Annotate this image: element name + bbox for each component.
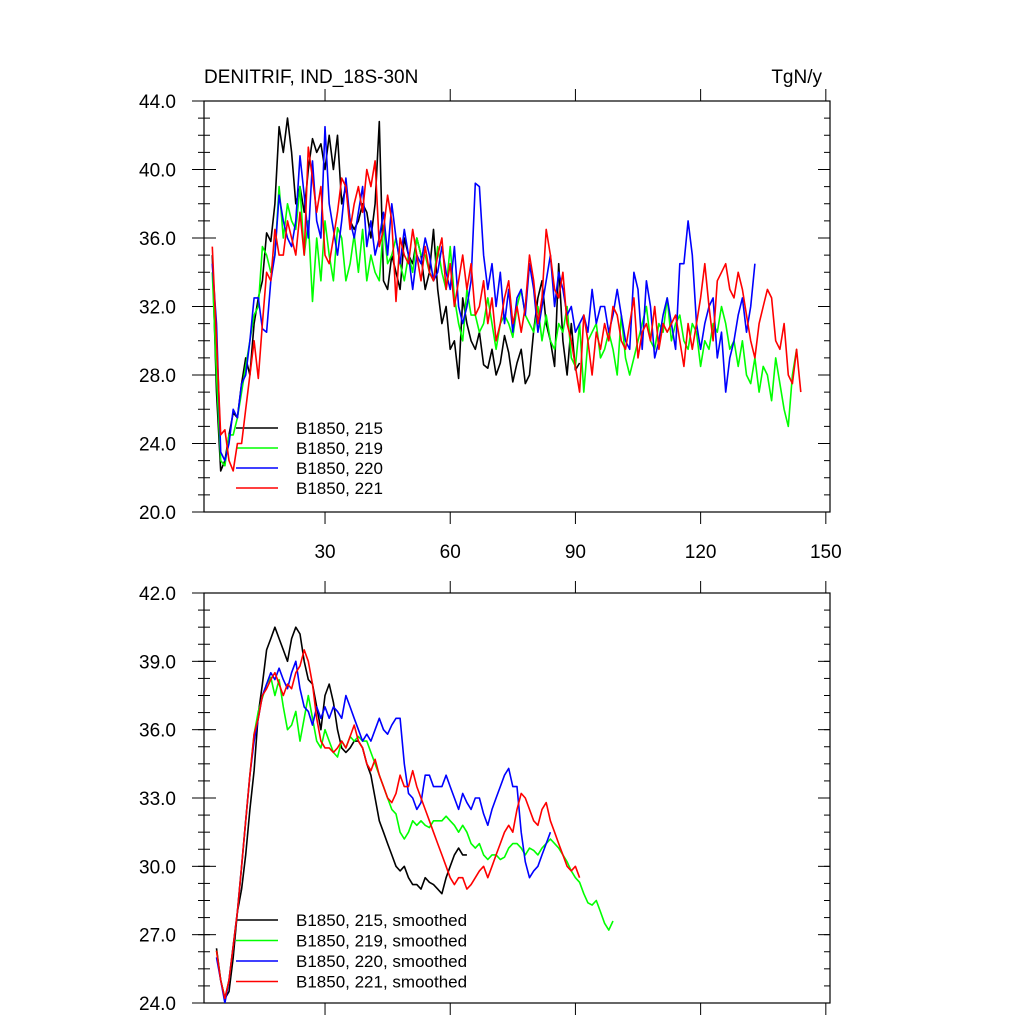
x-tick-label: 30 xyxy=(314,542,335,563)
y-tick-label: 42.0 xyxy=(139,584,176,605)
y-tick-label: 30.0 xyxy=(139,857,176,878)
y-tick-label: 39.0 xyxy=(139,652,176,673)
y-tick-label: 36.0 xyxy=(139,721,176,742)
y-tick-label: 28.0 xyxy=(139,366,176,387)
y-tick-label: 44.0 xyxy=(139,92,176,113)
top-panel: 20.0 24.0 28.0 32.0 36.0 40.0 44.0 30 60 90 120 150… xyxy=(139,67,842,563)
x-tick-label: 60 xyxy=(440,542,461,563)
series-line-4 xyxy=(215,649,581,1000)
legend-label: B1850, 220, smoothed xyxy=(296,952,467,971)
y-tick-label: 20.0 xyxy=(139,503,176,524)
x-tick-label: 90 xyxy=(565,542,586,563)
series-line-1 xyxy=(211,117,581,472)
legend-label: B1850, 221, smoothed xyxy=(296,973,467,992)
units-label: TgN/y xyxy=(771,67,822,88)
series-line-3 xyxy=(215,660,552,1003)
y-tick-label: 32.0 xyxy=(139,298,176,319)
bottom-panel: 24.0 27.0 30.0 33.0 36.0 39.0 42.0 B1850, 215, … xyxy=(139,581,831,1015)
chart-title: DENITRIF, IND_18S-30N xyxy=(204,67,418,88)
y-tick-label: 33.0 xyxy=(139,789,176,810)
y-tick-label: 40.0 xyxy=(139,161,176,182)
legend-label: B1850, 215 xyxy=(296,419,383,438)
series-line-3 xyxy=(211,125,756,462)
x-tick-label: 150 xyxy=(810,542,842,563)
y-tick-label: 36.0 xyxy=(139,229,176,250)
y-tick-label: 27.0 xyxy=(139,926,176,947)
series-line-4 xyxy=(211,146,802,472)
y-tick-label: 24.0 xyxy=(139,994,176,1015)
y-tick-label: 24.0 xyxy=(139,435,176,456)
legend-label: B1850, 220 xyxy=(296,459,383,478)
legend-label: B1850, 219, smoothed xyxy=(296,932,467,951)
legend-label: B1850, 221 xyxy=(296,479,383,498)
legend-label: B1850, 215, smoothed xyxy=(296,911,467,930)
x-tick-label: 120 xyxy=(685,542,717,563)
legend-label: B1850, 219 xyxy=(296,439,383,458)
